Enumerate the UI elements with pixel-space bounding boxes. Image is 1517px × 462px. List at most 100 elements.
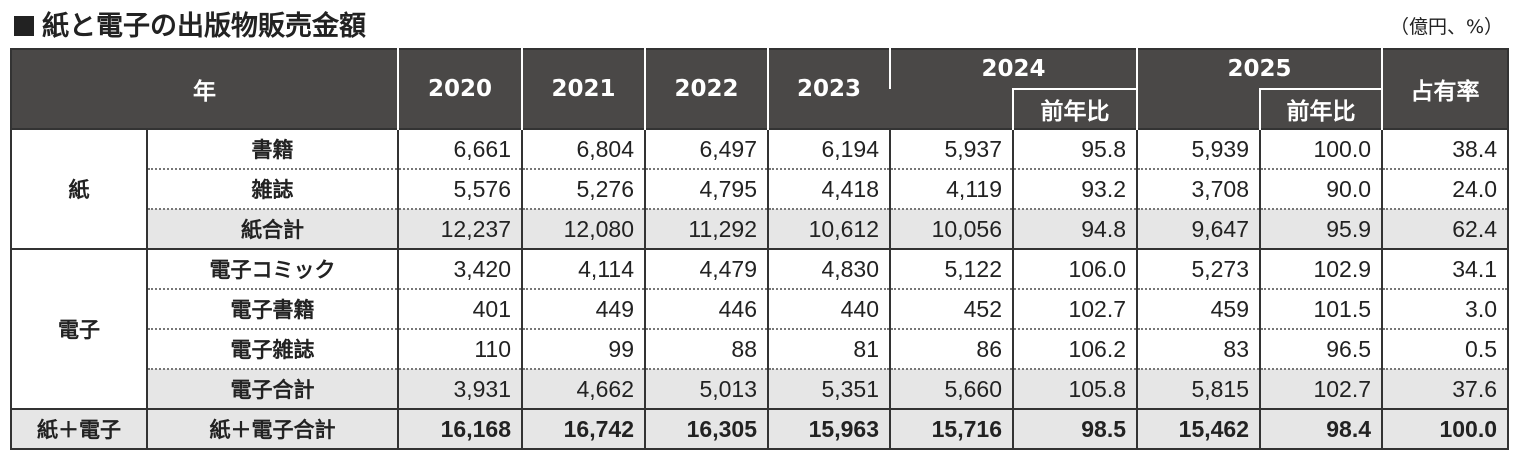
cell-value: 10,612 <box>767 209 890 250</box>
header-2024-value <box>890 89 1013 129</box>
cell-value: 6,661 <box>397 128 522 170</box>
row-label: 電子書籍 <box>146 289 398 330</box>
cell-value: 5,351 <box>767 369 890 410</box>
unit-label: （億円、%） <box>1389 16 1503 38</box>
row-label: 電子合計 <box>146 369 398 410</box>
cell-value: 93.2 <box>1011 169 1138 210</box>
cell-value: 5,939 <box>1136 128 1261 170</box>
cell-value: 4,479 <box>644 249 768 290</box>
table-body: 紙書籍 6,661 6,804 6,497 6,194 5,937 95.8 5,939 100… <box>10 128 1510 450</box>
cell-value: 96.5 <box>1259 329 1383 370</box>
cell-value: 5,276 <box>521 169 645 210</box>
header-2021: 2021 <box>521 49 645 129</box>
page-title: 紙と電子の出版物販売金額 <box>14 4 366 43</box>
cell-value: 5,122 <box>889 249 1013 290</box>
cell-value: 5,815 <box>1136 369 1261 410</box>
table-row: 紙合計 12,237 12,080 11,292 10,612 10,056 94.8 9,6… <box>11 209 1510 250</box>
cell-value: 15,716 <box>889 409 1013 450</box>
cell-value: 452 <box>889 289 1013 330</box>
cell-value: 6,497 <box>644 128 768 170</box>
cell-value: 5,013 <box>644 369 768 410</box>
cell-value: 100.0 <box>1381 409 1510 450</box>
cell-value: 98.5 <box>1011 409 1138 450</box>
header-share: 占有率 <box>1381 49 1509 129</box>
row-label: 書籍 <box>146 128 398 170</box>
header-2023: 2023 <box>767 49 890 129</box>
cell-value: 99 <box>521 329 645 370</box>
cell-value: 106.0 <box>1011 249 1138 290</box>
cell-value: 449 <box>521 289 645 330</box>
cell-value: 102.9 <box>1259 249 1383 290</box>
table-row: 電子 電子コミック 3,420 4,114 4,479 4,830 5,122 106.0 5,… <box>10 249 1510 410</box>
cell-value: 3.0 <box>1381 289 1510 330</box>
title-text: 紙と電子の出版物販売金額 <box>42 11 366 42</box>
cell-value: 3,420 <box>397 249 522 290</box>
cell-value: 106.2 <box>1011 329 1138 370</box>
cell-value: 4,114 <box>521 249 645 290</box>
cell-value: 81 <box>767 329 890 370</box>
group-label: 紙＋電子 <box>10 409 147 450</box>
row-label: 電子コミック <box>146 249 398 290</box>
header-2025-value <box>1136 89 1261 129</box>
row-label: 電子雑誌 <box>146 329 398 370</box>
cell-value: 3,708 <box>1136 169 1261 210</box>
cell-value: 102.7 <box>1259 369 1383 410</box>
header-2025: 2025 <box>1136 49 1383 89</box>
table-row: 電子雑誌 110 99 88 81 86 106.2 83 96.5 0.5 <box>11 329 1510 370</box>
row-label: 紙合計 <box>146 209 398 250</box>
table-row: 紙書籍 6,661 6,804 6,497 6,194 5,937 95.8 5,939 100… <box>10 128 1510 250</box>
header-year: 年 <box>11 49 398 129</box>
cell-value: 37.6 <box>1381 369 1510 410</box>
cell-value: 90.0 <box>1259 169 1383 210</box>
group-label: 電子 <box>10 249 147 410</box>
cell-value: 86 <box>889 329 1013 370</box>
cell-value: 440 <box>767 289 890 330</box>
sales-table: 年 2020 2021 2022 2023 2024 2025 占有率 前年比 … <box>10 48 1510 450</box>
cell-value: 24.0 <box>1381 169 1510 210</box>
cell-value: 100.0 <box>1259 128 1383 170</box>
group-label: 紙 <box>10 128 147 250</box>
table-row: 雑誌 5,576 5,276 4,795 4,418 4,119 93.2 3,708 90.0… <box>11 169 1510 210</box>
cell-value: 94.8 <box>1011 209 1138 250</box>
header-2020: 2020 <box>397 49 522 129</box>
header-2025-yoy: 前年比 <box>1259 88 1383 129</box>
cell-value: 10,056 <box>889 209 1013 250</box>
cell-value: 3,931 <box>397 369 522 410</box>
table-row: 紙＋電子 紙＋電子合計 16,168 16,742 16,305 15,963 15,716… <box>10 409 1510 450</box>
square-bullet-icon <box>14 16 34 36</box>
cell-value: 15,462 <box>1136 409 1261 450</box>
cell-value: 102.7 <box>1011 289 1138 330</box>
cell-value: 4,662 <box>521 369 645 410</box>
header-2024-yoy: 前年比 <box>1011 88 1138 129</box>
cell-value: 6,804 <box>521 128 645 170</box>
cell-value: 12,080 <box>521 209 645 250</box>
cell-value: 4,795 <box>644 169 768 210</box>
cell-value: 38.4 <box>1381 128 1510 170</box>
header-2022: 2022 <box>644 49 768 129</box>
cell-value: 9,647 <box>1136 209 1261 250</box>
table-row: 電子合計 3,931 4,662 5,013 5,351 5,660 105.8 5,815 1… <box>11 369 1510 410</box>
row-label: 紙＋電子合計 <box>146 409 398 450</box>
cell-value: 16,168 <box>397 409 522 450</box>
table-row: 電子書籍 401 449 446 440 452 102.7 459 101.5 3.0 <box>11 289 1510 330</box>
cell-value: 4,119 <box>889 169 1013 210</box>
cell-value: 83 <box>1136 329 1261 370</box>
cell-value: 110 <box>397 329 522 370</box>
cell-value: 98.4 <box>1259 409 1383 450</box>
cell-value: 62.4 <box>1381 209 1510 250</box>
cell-value: 446 <box>644 289 768 330</box>
cell-value: 105.8 <box>1011 369 1138 410</box>
cell-value: 401 <box>397 289 522 330</box>
cell-value: 95.9 <box>1259 209 1383 250</box>
cell-value: 16,305 <box>644 409 768 450</box>
cell-value: 16,742 <box>521 409 645 450</box>
header-2024: 2024 <box>888 49 1138 89</box>
cell-value: 459 <box>1136 289 1261 330</box>
cell-value: 5,576 <box>397 169 522 210</box>
row-label: 雑誌 <box>146 169 398 210</box>
cell-value: 5,660 <box>889 369 1013 410</box>
cell-value: 5,273 <box>1136 249 1261 290</box>
cell-value: 88 <box>644 329 768 370</box>
cell-value: 34.1 <box>1381 249 1510 290</box>
cell-value: 4,830 <box>767 249 890 290</box>
